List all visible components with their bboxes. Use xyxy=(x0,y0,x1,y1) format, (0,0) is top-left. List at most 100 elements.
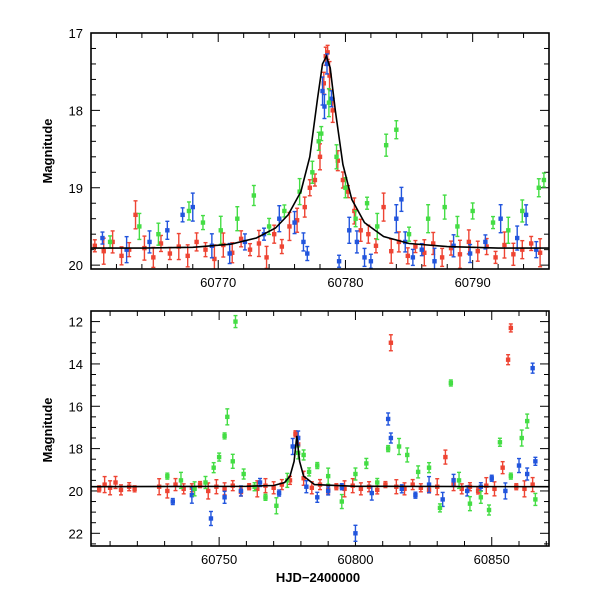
data-point xyxy=(364,461,369,466)
data-point xyxy=(118,487,124,493)
data-point xyxy=(107,239,113,245)
data-point xyxy=(375,487,380,493)
data-point xyxy=(448,380,454,386)
data-point xyxy=(230,250,235,255)
data-point xyxy=(431,241,436,246)
data-point xyxy=(394,127,399,132)
data-point xyxy=(470,208,475,214)
data-point xyxy=(345,189,351,194)
data-point xyxy=(369,490,374,496)
data-point xyxy=(385,416,391,422)
data-point xyxy=(190,204,195,210)
data-point xyxy=(185,253,190,259)
data-point xyxy=(502,242,507,248)
data-point xyxy=(467,501,473,506)
data-point xyxy=(222,495,227,500)
data-point xyxy=(279,482,285,487)
data-point xyxy=(419,247,424,252)
data-point xyxy=(194,239,199,245)
bottom-plot-frame xyxy=(90,310,550,547)
top-plot-frame xyxy=(90,32,550,270)
data-point xyxy=(266,224,272,229)
data-point xyxy=(394,216,399,221)
data-point xyxy=(189,492,195,498)
data-point xyxy=(353,531,358,536)
x-tick-label: 60780 xyxy=(327,275,363,290)
data-point xyxy=(519,435,524,441)
data-point xyxy=(396,239,402,245)
data-point xyxy=(319,131,324,136)
data-point xyxy=(96,486,102,492)
y-tick-label: 16 xyxy=(69,399,83,414)
data-point xyxy=(396,444,402,449)
data-point xyxy=(389,249,394,254)
data-point xyxy=(506,228,511,233)
data-point xyxy=(405,253,410,259)
data-point xyxy=(208,516,214,521)
data-point xyxy=(530,365,535,371)
data-point xyxy=(274,503,279,508)
data-point xyxy=(102,482,107,487)
data-point xyxy=(165,488,170,494)
data-point xyxy=(534,247,539,252)
data-point xyxy=(301,239,306,245)
data-point xyxy=(203,480,208,485)
data-point xyxy=(292,220,297,225)
data-point xyxy=(358,486,364,492)
data-point xyxy=(329,96,334,101)
panel-top: 60770 60780 60790 17 18 19 20 Magnitude xyxy=(40,26,550,290)
data-point xyxy=(478,495,484,500)
data-point xyxy=(230,459,235,464)
data-point xyxy=(508,325,514,331)
data-point xyxy=(336,259,342,264)
data-point xyxy=(388,435,394,441)
data-point xyxy=(181,486,186,492)
data-point xyxy=(242,239,248,245)
data-point xyxy=(457,252,463,257)
data-point xyxy=(321,81,327,86)
bottom-y-axis-title: Magnitude xyxy=(40,398,55,463)
data-point xyxy=(520,247,525,252)
data-point xyxy=(388,340,394,345)
data-point xyxy=(225,414,230,420)
data-point xyxy=(192,486,197,492)
y-tick-label: 22 xyxy=(69,526,83,541)
data-point xyxy=(310,170,315,175)
data-point xyxy=(297,189,302,194)
data-point xyxy=(132,486,137,492)
data-point xyxy=(322,104,327,109)
data-point xyxy=(312,177,318,183)
data-point xyxy=(227,251,232,256)
data-point xyxy=(216,454,222,460)
data-point xyxy=(306,469,312,475)
data-point xyxy=(522,486,527,492)
data-point xyxy=(413,244,418,249)
data-point xyxy=(110,239,115,245)
data-point xyxy=(126,247,132,252)
data-point xyxy=(301,452,306,458)
data-point xyxy=(405,452,410,458)
data-point xyxy=(358,228,363,233)
data-point xyxy=(465,488,470,494)
data-point xyxy=(165,473,170,479)
data-point xyxy=(455,224,460,229)
data-point xyxy=(383,142,389,148)
data-point xyxy=(467,251,473,256)
data-point xyxy=(475,488,481,494)
data-point xyxy=(426,465,432,470)
data-point xyxy=(315,463,320,468)
data-point xyxy=(334,484,339,489)
data-point xyxy=(218,228,223,233)
data-point xyxy=(325,488,331,494)
data-point xyxy=(256,241,262,246)
data-point xyxy=(277,216,282,221)
data-point xyxy=(326,100,332,105)
y-tick-label: 20 xyxy=(69,484,83,499)
data-point xyxy=(302,204,307,210)
data-point xyxy=(247,247,253,252)
data-point xyxy=(334,154,339,160)
data-point xyxy=(170,499,175,504)
data-point xyxy=(287,478,293,483)
data-point xyxy=(524,418,530,424)
data-point xyxy=(342,486,347,492)
